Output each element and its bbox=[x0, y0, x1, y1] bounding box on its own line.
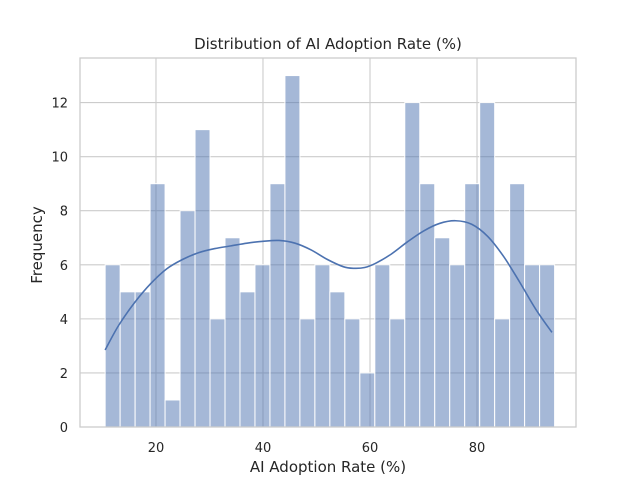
histogram-bar bbox=[149, 183, 166, 428]
y-tick-label: 10 bbox=[51, 151, 68, 166]
x-tick-label: 20 bbox=[148, 441, 165, 456]
x-axis-ticks: 20 40 60 80 bbox=[148, 441, 486, 456]
histogram-bar bbox=[539, 264, 556, 428]
histogram-bar bbox=[329, 291, 346, 428]
y-tick-label: 2 bbox=[60, 367, 68, 382]
histogram-bar bbox=[164, 399, 181, 428]
histogram-bar bbox=[194, 129, 211, 428]
histogram-bar bbox=[179, 210, 196, 428]
kde-line bbox=[104, 219, 553, 351]
histogram-bar bbox=[449, 264, 466, 428]
x-tick-label: 80 bbox=[469, 441, 486, 456]
histogram-bar bbox=[464, 183, 481, 428]
histogram-bar bbox=[434, 237, 451, 428]
histogram-bar bbox=[389, 318, 406, 428]
histogram-bar bbox=[344, 318, 361, 428]
x-tick-label: 40 bbox=[255, 441, 272, 456]
y-tick-label: 12 bbox=[51, 97, 68, 112]
histogram-bar bbox=[419, 183, 436, 428]
histogram-bar bbox=[314, 264, 331, 428]
histogram-bar bbox=[374, 264, 391, 428]
y-axis-label: Frequency bbox=[28, 206, 46, 284]
histogram-bar bbox=[254, 264, 271, 428]
x-tick-label: 60 bbox=[362, 441, 379, 456]
plot-border bbox=[79, 57, 577, 428]
plot-frame bbox=[79, 57, 577, 428]
y-axis-ticks: 0 2 4 6 8 10 12 bbox=[51, 97, 68, 436]
chart-title: Distribution of AI Adoption Rate (%) bbox=[194, 35, 462, 53]
histogram-bar bbox=[134, 291, 151, 428]
histogram-bar bbox=[284, 75, 301, 428]
histogram-bar bbox=[224, 237, 241, 428]
histogram-bar bbox=[209, 318, 226, 428]
kde-curve bbox=[104, 219, 553, 351]
y-tick-label: 8 bbox=[60, 205, 68, 220]
x-axis-label: AI Adoption Rate (%) bbox=[250, 458, 406, 476]
y-tick-label: 6 bbox=[60, 259, 68, 274]
histogram-bar bbox=[239, 291, 256, 428]
histogram-bar bbox=[404, 102, 421, 428]
y-tick-label: 0 bbox=[60, 421, 68, 436]
histogram-bar bbox=[509, 183, 526, 428]
histogram-bar bbox=[524, 264, 541, 428]
histogram-bar bbox=[269, 183, 286, 428]
histogram-bar bbox=[494, 318, 511, 428]
y-tick-label: 4 bbox=[60, 313, 68, 328]
histogram-bar bbox=[299, 318, 316, 428]
histogram-bar bbox=[359, 372, 376, 428]
histogram-bar bbox=[479, 102, 496, 428]
